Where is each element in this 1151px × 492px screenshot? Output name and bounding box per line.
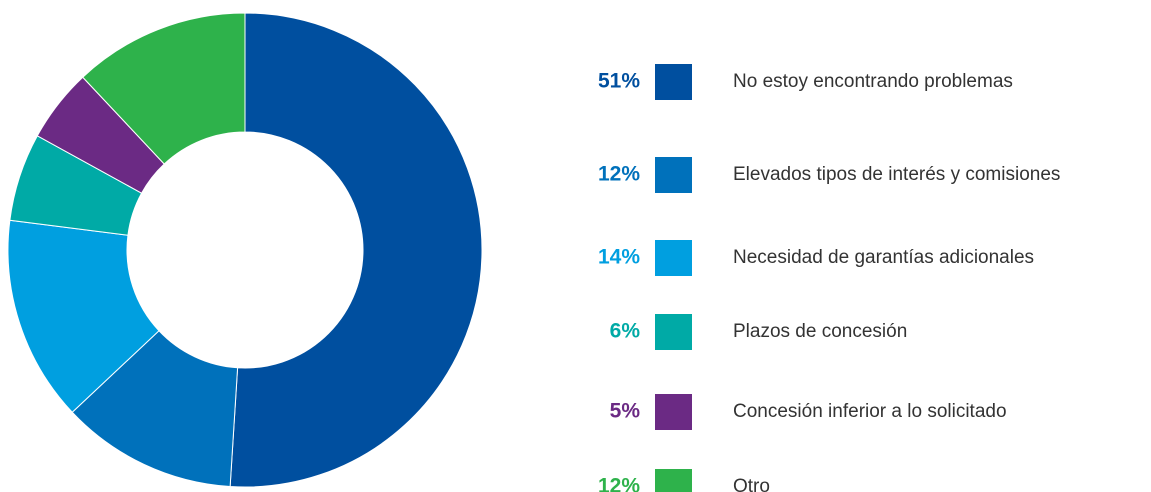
legend-value: 6% [610,320,641,343]
legend-value: 5% [610,400,641,423]
slice [229,12,483,488]
legend-value: 14% [598,246,640,269]
legend-swatch [655,64,692,100]
legend-value: 12% [598,475,640,492]
legend-swatch [655,157,692,193]
legend-label: Otro [733,476,770,492]
legend-label: Plazos de concesión [733,321,907,342]
legend-swatch [655,240,692,276]
legend-label: Elevados tipos de interés y comisiones [733,164,1060,185]
legend-value: 51% [598,70,640,93]
slice [7,219,160,413]
legend-label: Necesidad de garantías adicionales [733,247,1034,268]
legend-value: 12% [598,163,640,186]
legend-swatch [655,469,692,492]
legend-label: Concesión inferior a lo solicitado [733,401,1007,422]
slice [82,12,246,165]
legend-label: No estoy encontrando problemas [733,71,1013,92]
legend-swatch [655,314,692,350]
legend-swatch [655,394,692,430]
